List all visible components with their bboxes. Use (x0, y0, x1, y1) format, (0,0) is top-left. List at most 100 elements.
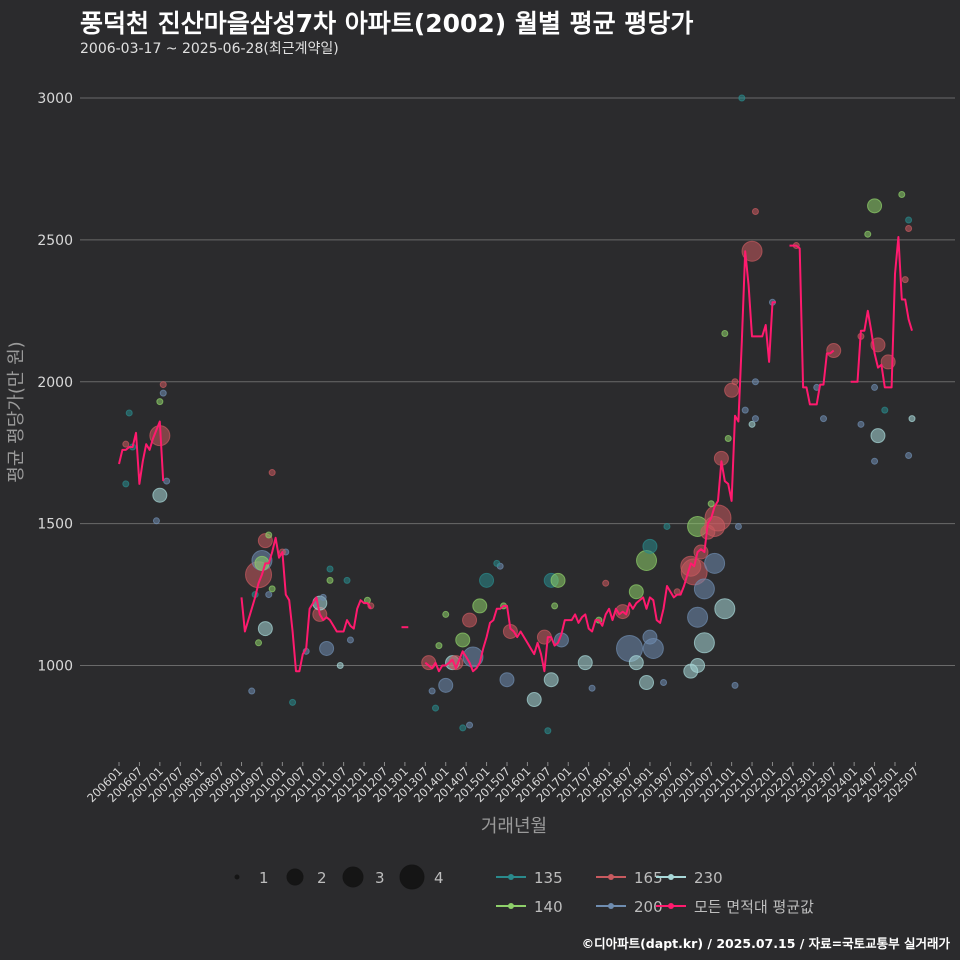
chart-subtitle: 2006-03-17 ~ 2025-06-28(최근계약일) (80, 41, 339, 57)
data-point (268, 585, 276, 593)
size-legend-dot (399, 864, 425, 890)
series-legend-marker (508, 874, 514, 880)
data-point (257, 621, 273, 637)
series-legend: 135 165 230 140 200 모든 면적대 평균값 (496, 869, 814, 916)
data-point (493, 559, 501, 567)
data-point (577, 655, 593, 671)
data-point (152, 487, 168, 503)
transaction-points (122, 94, 916, 735)
data-point (871, 457, 879, 465)
data-point (159, 381, 167, 389)
data-point (870, 428, 886, 444)
data-point (751, 378, 759, 386)
data-point (432, 704, 440, 712)
data-point (319, 593, 327, 601)
average-line-segment (789, 244, 835, 406)
data-point (693, 632, 715, 654)
data-point (857, 420, 865, 428)
data-point (543, 672, 559, 688)
data-point (152, 517, 160, 525)
size-legend: 1 2 3 4 (234, 864, 444, 890)
data-point (741, 406, 749, 414)
data-point (346, 636, 354, 644)
y-axis-label: 평균 평당가(만 원) (6, 341, 27, 482)
series-legend-marker (668, 903, 674, 909)
data-point (319, 640, 335, 656)
series-legend-marker (608, 874, 614, 880)
data-point (721, 330, 729, 338)
data-point (438, 677, 454, 693)
series-legend-marker (608, 903, 614, 909)
data-point (462, 612, 478, 628)
average-line-segment (424, 250, 776, 673)
average-line-segment (850, 236, 913, 389)
data-point (864, 230, 872, 238)
data-point (336, 662, 344, 669)
average-line (118, 236, 913, 673)
data-point (551, 602, 559, 610)
data-point (428, 687, 436, 695)
y-tick-label: 2500 (37, 233, 73, 249)
series-legend-label: 200 (634, 898, 663, 916)
size-legend-dot (234, 874, 240, 880)
data-point (693, 578, 715, 600)
data-point (751, 415, 759, 423)
average-line-segment (240, 536, 372, 673)
credit-line: ©디아파트(dapt.kr) / 2025.07.15 / 자료=국토교통부 실… (581, 936, 950, 951)
data-point (628, 584, 644, 600)
series-legend-marker (668, 874, 674, 880)
x-axis-label: 거래년월 (481, 816, 547, 837)
data-point (326, 576, 334, 584)
data-point (731, 378, 739, 386)
data-point (455, 632, 471, 648)
size-legend-label: 1 (259, 869, 269, 887)
data-point (724, 435, 732, 442)
series-legend-label: 모든 면적대 평균값 (694, 898, 814, 916)
series-legend-label: 140 (534, 898, 563, 916)
data-point (156, 398, 164, 406)
chart-title: 풍덕천 진산마을삼성7차 아파트(2002) 월별 평균 평당가 (80, 9, 694, 38)
size-legend-dot (342, 866, 364, 888)
data-point (905, 216, 913, 224)
series-legend-marker (508, 903, 514, 909)
data-point (748, 420, 756, 428)
data-point (636, 550, 658, 572)
data-point (820, 415, 828, 423)
data-point (163, 477, 171, 485)
data-point (871, 383, 879, 391)
data-point (741, 240, 763, 262)
data-point (738, 94, 746, 102)
series-legend-label: 165 (634, 869, 663, 887)
data-point (526, 692, 542, 708)
average-line-segment (118, 420, 165, 485)
data-point (122, 480, 130, 488)
data-point (268, 469, 276, 477)
size-legend-label: 4 (434, 869, 444, 887)
data-point (466, 721, 474, 729)
data-point (680, 558, 708, 586)
data-point (255, 639, 263, 647)
data-point (639, 675, 655, 691)
data-point (602, 579, 610, 587)
data-point (122, 440, 130, 448)
data-point (905, 225, 913, 233)
size-legend-label: 3 (375, 869, 385, 887)
data-point (248, 687, 256, 695)
data-point (544, 727, 552, 735)
data-point (687, 606, 709, 628)
data-point (435, 642, 443, 650)
data-point (462, 646, 484, 668)
data-point (663, 522, 671, 530)
data-point (690, 658, 706, 673)
data-point (472, 598, 488, 614)
grid (80, 97, 955, 666)
y-tick-label: 1500 (37, 517, 73, 533)
data-point (751, 208, 759, 215)
data-point (901, 276, 909, 284)
data-point (704, 504, 732, 532)
data-point (642, 538, 658, 554)
data-point (908, 415, 916, 423)
y-tick-labels: 1000 1500 2000 2500 3000 (37, 91, 73, 675)
data-point (265, 531, 273, 539)
